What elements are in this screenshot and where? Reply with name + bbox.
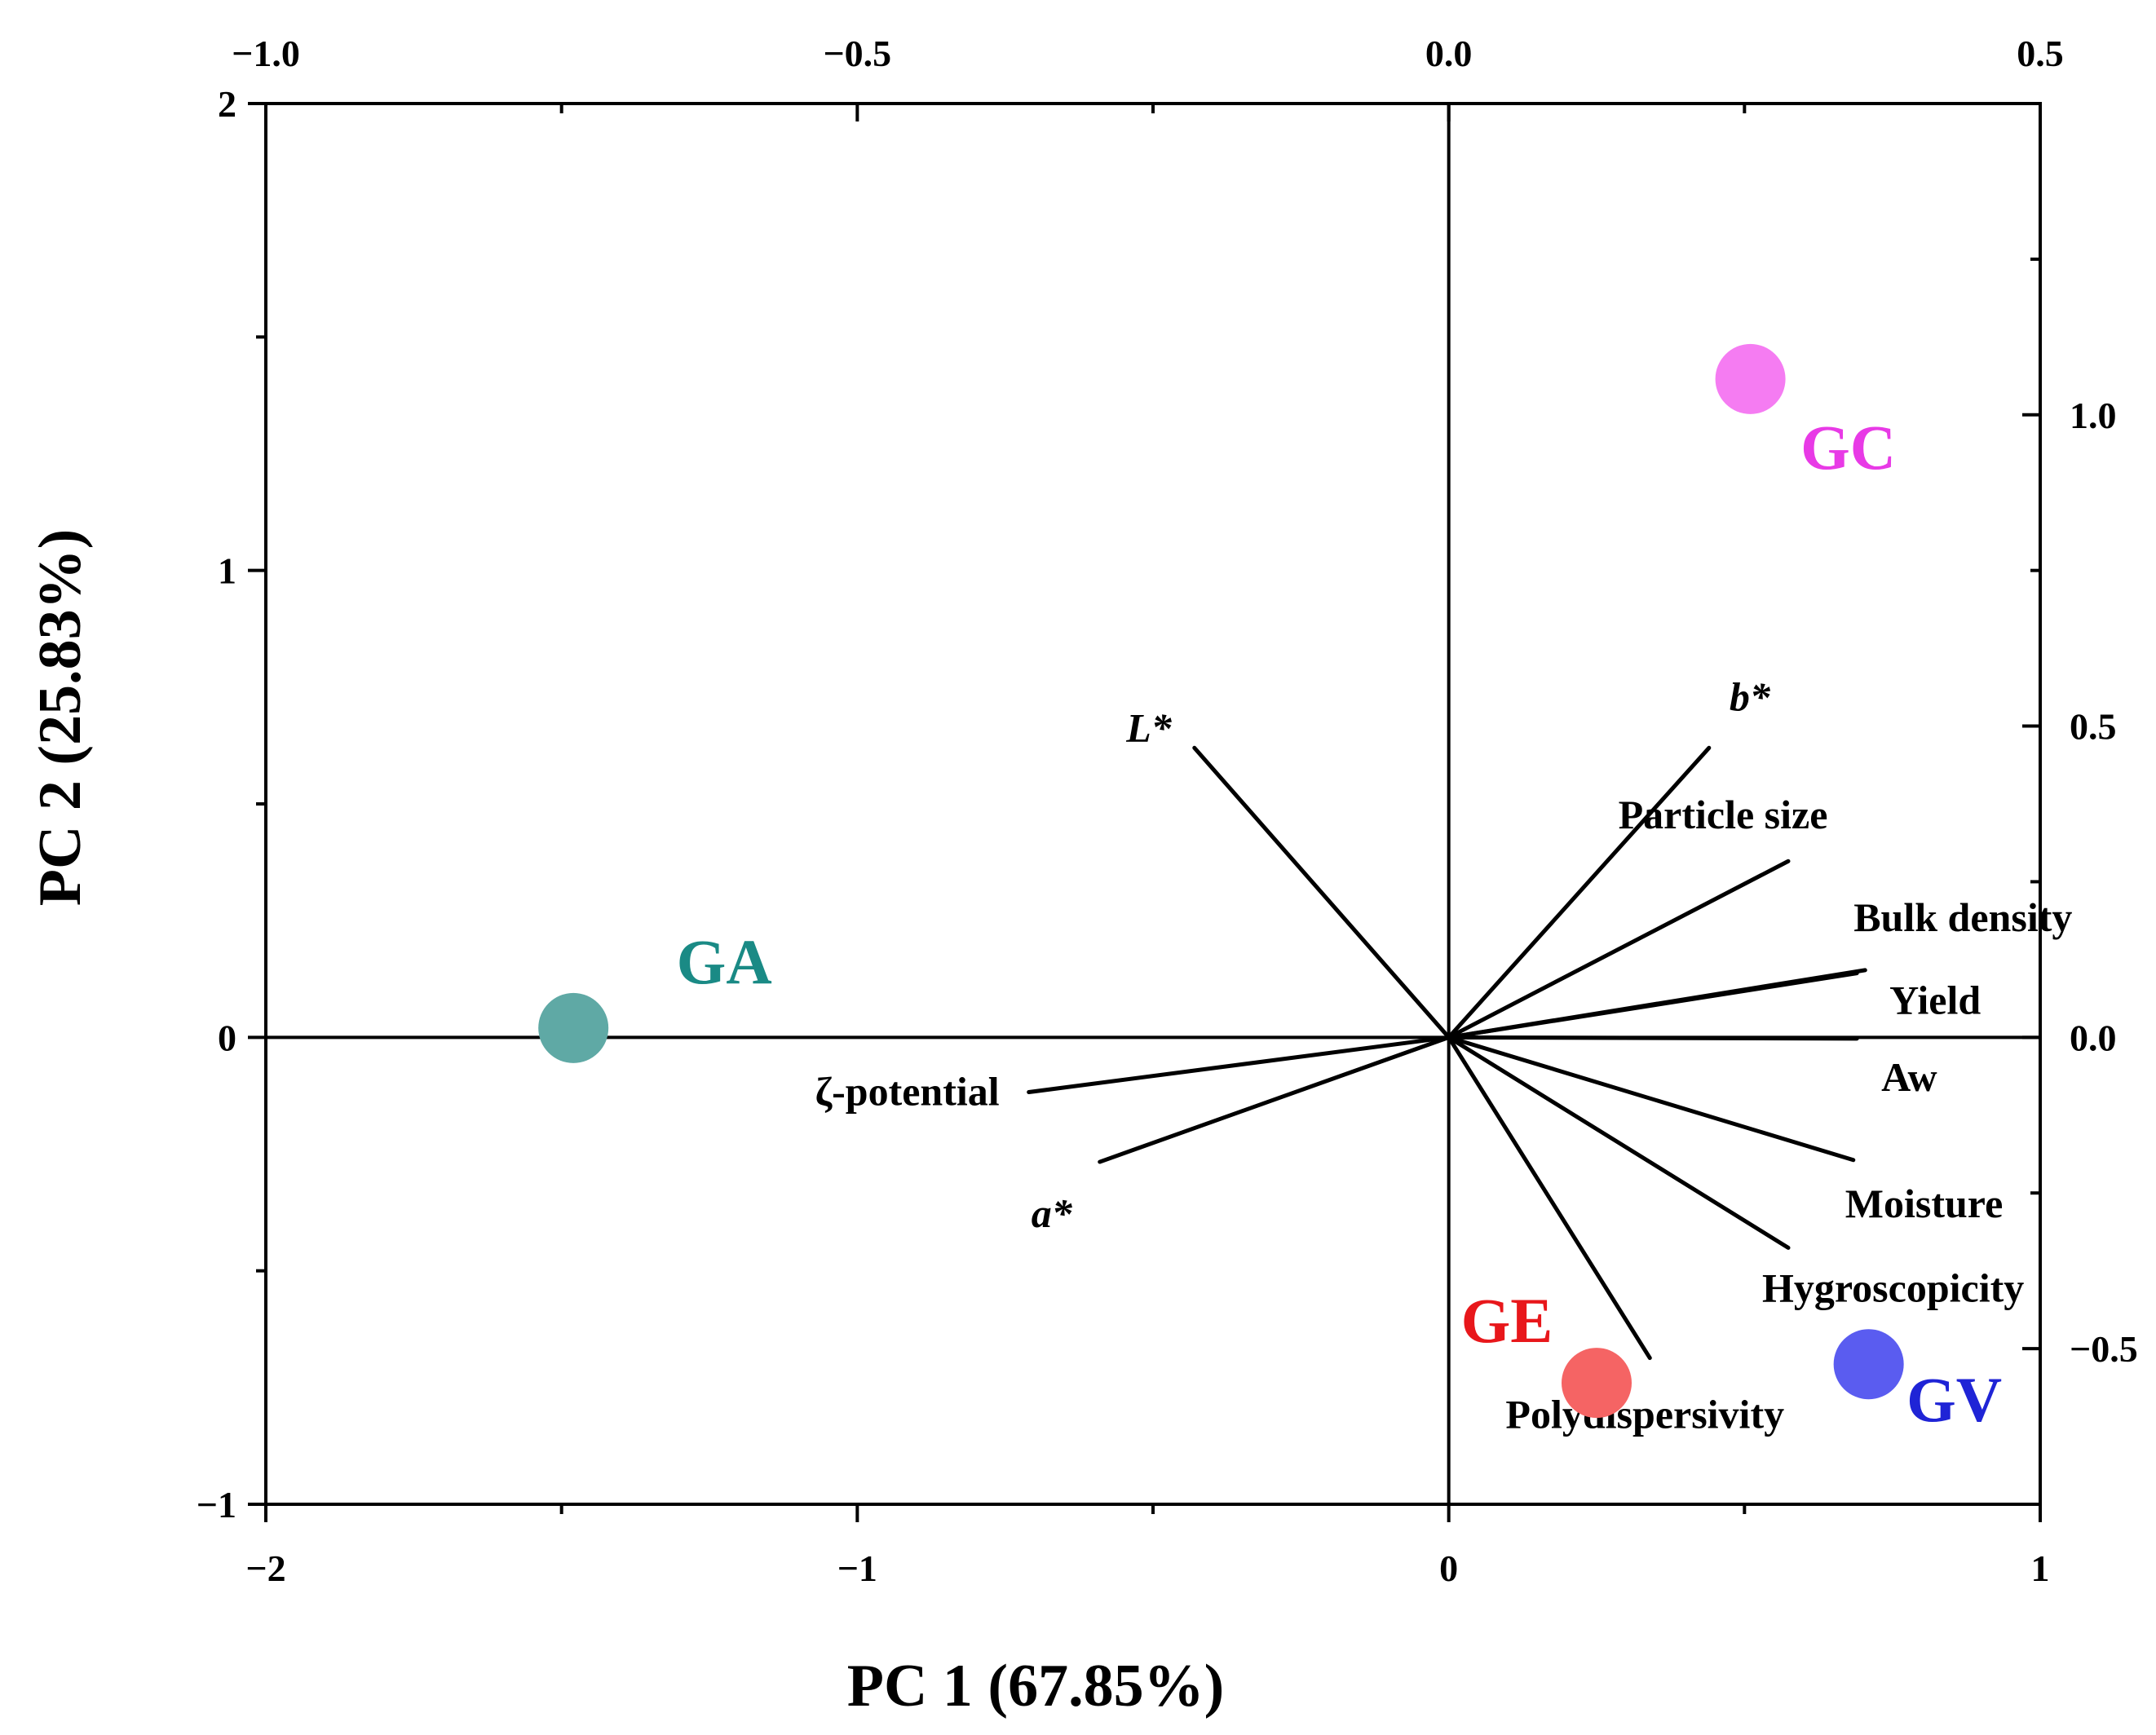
- loading-vector: [1447, 859, 1791, 1040]
- x-tick-label: −1: [837, 1547, 877, 1589]
- loading-label: Moisture: [1845, 1181, 2003, 1226]
- right-tick-label: 0.5: [2070, 706, 2117, 748]
- top-tick-label: −1.0: [232, 33, 300, 74]
- right-axis: −0.5 0.0 0.5 1.0: [2022, 102, 2138, 1506]
- sample-label: GA: [677, 926, 772, 997]
- loading-vector: [1192, 745, 1451, 1040]
- loading-label: ζ-potential: [815, 1069, 999, 1115]
- sample-label: GE: [1461, 1285, 1553, 1356]
- y-tick-label: 0: [218, 1017, 236, 1058]
- loading-vector: [1447, 1035, 1856, 1163]
- right-tick-label: −0.5: [2070, 1328, 2138, 1370]
- sample-point: [538, 992, 609, 1063]
- x-tick-label: 0: [1439, 1547, 1458, 1589]
- sample-label: GV: [1906, 1364, 2002, 1435]
- loading-vector: [1027, 1035, 1451, 1095]
- y-axis-title: PC 2 (25.83%): [27, 529, 94, 906]
- left-axis: −1 0 1 2: [197, 83, 266, 1525]
- loading-label: Polydispersivity: [1505, 1392, 1784, 1437]
- loading-vector: [1447, 971, 1859, 1040]
- bottom-axis: −2 −1 0 1: [245, 1504, 2050, 1589]
- loading-label: Aw: [1881, 1054, 1937, 1100]
- top-tick-label: 0.5: [2017, 33, 2064, 74]
- y-tick-label: 2: [218, 83, 236, 125]
- top-tick-label: 0.0: [1425, 33, 1473, 74]
- right-tick-label: 0.0: [2070, 1017, 2117, 1058]
- x-tick-label: −2: [245, 1547, 285, 1589]
- loading-vector: [1447, 1035, 1652, 1361]
- loading-vector: [1447, 1035, 1791, 1250]
- x-tick-label: 1: [2031, 1547, 2050, 1589]
- sample-label: GC: [1800, 412, 1896, 483]
- sample-point: [1833, 1329, 1904, 1400]
- loading-vector: [1447, 1035, 1859, 1041]
- loading-vector: [1447, 745, 1712, 1040]
- sample-point: [1715, 343, 1786, 414]
- x-axis-title: PC 1 (67.85%): [847, 1653, 1224, 1720]
- loading-label: Hygroscopicity: [1762, 1265, 2024, 1310]
- loading-label: L*: [1125, 704, 1173, 750]
- y-tick-label: −1: [197, 1484, 236, 1525]
- loading-label: Particle size: [1619, 792, 1828, 837]
- sample-points: GA GC GE GV: [538, 343, 2002, 1435]
- sample-point: [1562, 1348, 1632, 1419]
- loading-label: Bulk density: [1853, 894, 2072, 940]
- loading-vectors: L* b* Particle size Bulk density Yield Aw Mois…: [815, 673, 2072, 1437]
- top-axis: −1.0 −0.5 0.0 0.5: [232, 33, 2064, 121]
- loading-label: a*: [1032, 1190, 1073, 1236]
- right-tick-label: 1.0: [2070, 395, 2117, 436]
- top-tick-label: −0.5: [823, 33, 891, 74]
- loading-label: Yield: [1889, 978, 1981, 1023]
- loading-label: b*: [1730, 673, 1771, 719]
- loading-vector: [1098, 1035, 1451, 1164]
- y-tick-label: 1: [218, 550, 236, 592]
